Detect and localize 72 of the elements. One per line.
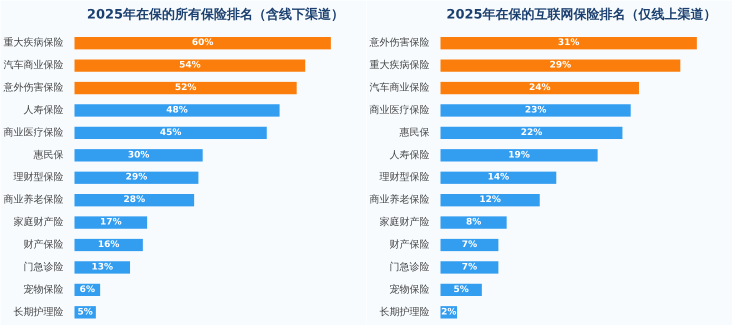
bar — [74, 216, 148, 229]
y-tick-label: 财产保险 — [390, 238, 430, 251]
bar — [74, 37, 331, 50]
bar — [440, 59, 680, 72]
y-tick-label: 重大疾病保险 — [4, 36, 64, 49]
data-label: 17% — [100, 218, 122, 228]
bar — [74, 82, 297, 94]
y-tick-label: 长期护理险 — [380, 306, 430, 318]
chart-title: 2025年在保的互联网保险排名（仅线上渠道） — [446, 6, 717, 22]
y-tick-label: 惠民保 — [32, 148, 64, 161]
bar — [440, 194, 540, 206]
data-label: 31% — [558, 38, 580, 48]
bar — [440, 37, 697, 50]
y-tick-label: 门急诊险 — [24, 260, 64, 273]
data-label: 29% — [550, 60, 572, 71]
y-tick-label: 汽车商业保险 — [370, 82, 430, 94]
bar — [74, 104, 280, 117]
y-tick-label: 意外伤害保险 — [368, 36, 430, 49]
data-label: 6% — [80, 284, 95, 295]
y-tick-label: 人寿保险 — [24, 104, 64, 116]
data-label: 5% — [454, 284, 469, 295]
data-label: 7% — [462, 240, 478, 250]
y-tick-label: 汽车商业保险 — [4, 59, 64, 72]
bar — [440, 172, 556, 184]
y-tick-label: 商业养老保险 — [370, 194, 430, 206]
y-tick-label: 家庭财产险 — [14, 216, 64, 228]
bar — [440, 126, 622, 140]
y-tick-label: 重大疾病保险 — [370, 59, 430, 72]
y-tick-label: 宠物保险 — [24, 283, 64, 296]
bar — [440, 82, 639, 94]
y-tick-label: 家庭财产险 — [380, 216, 430, 228]
data-label: 22% — [520, 128, 542, 138]
data-label: 19% — [508, 150, 530, 160]
bar — [74, 194, 194, 206]
data-label: 60% — [192, 38, 214, 48]
data-label: 28% — [124, 195, 146, 206]
y-tick-label: 门急诊险 — [390, 260, 430, 273]
data-label: 54% — [179, 60, 201, 71]
data-label: 14% — [488, 172, 510, 183]
y-tick-label: 商业养老保险 — [4, 194, 64, 206]
bar — [440, 216, 507, 229]
data-label: 45% — [160, 128, 182, 138]
data-label: 23% — [524, 105, 546, 116]
y-tick-label: 意外伤害保险 — [2, 82, 64, 94]
y-tick-label: 宠物保险 — [390, 283, 430, 296]
y-tick-label: 理财型保险 — [14, 171, 64, 184]
data-label: 8% — [466, 218, 482, 228]
bar — [74, 59, 306, 72]
data-label: 16% — [98, 240, 120, 250]
y-tick-label: 商业医疗保险 — [370, 104, 430, 116]
bar — [74, 172, 198, 184]
y-tick-label: 惠民保 — [398, 126, 430, 138]
data-label: 12% — [479, 195, 501, 206]
data-label: 2% — [441, 307, 456, 318]
chart-title: 2025年在保的所有保险排名（含线下渠道） — [86, 6, 344, 22]
y-tick-label: 长期护理险 — [14, 306, 64, 318]
y-tick-label: 商业医疗保险 — [4, 126, 64, 138]
y-tick-label: 财产保险 — [24, 238, 64, 251]
y-tick-label: 理财型保险 — [380, 171, 430, 184]
data-label: 48% — [166, 105, 188, 116]
data-label: 5% — [78, 307, 93, 318]
bar — [440, 149, 598, 162]
data-label: 29% — [126, 172, 148, 183]
y-tick-label: 人寿保险 — [390, 148, 430, 161]
bar — [74, 149, 203, 162]
data-label: 30% — [128, 150, 150, 160]
data-label: 13% — [92, 262, 114, 272]
bar — [440, 104, 631, 117]
data-label: 24% — [528, 83, 551, 94]
data-label: 7% — [462, 262, 478, 272]
data-label: 52% — [174, 83, 196, 94]
bar — [74, 126, 267, 140]
